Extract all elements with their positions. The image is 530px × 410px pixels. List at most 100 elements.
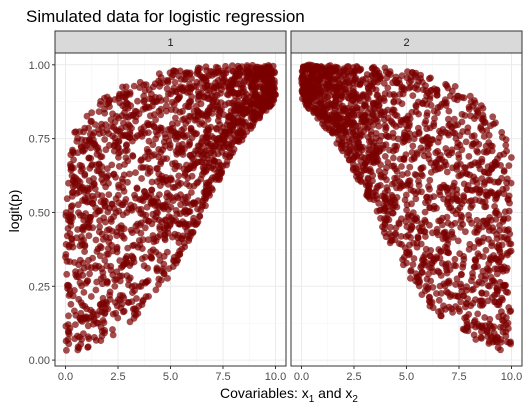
data-point [142, 193, 150, 201]
data-point [342, 141, 350, 149]
data-point [468, 219, 475, 227]
data-point [353, 152, 361, 160]
y-tick-label: 0.00 [29, 355, 50, 367]
data-point [462, 164, 469, 172]
data-point [133, 108, 140, 115]
data-point [498, 308, 505, 315]
data-point [504, 196, 512, 204]
data-point [69, 214, 77, 221]
data-point [387, 71, 394, 78]
data-point [250, 113, 258, 120]
data-point [121, 109, 128, 116]
data-point [396, 240, 403, 248]
data-point [118, 272, 126, 280]
data-point [406, 163, 414, 171]
data-point [187, 84, 195, 92]
data-point [145, 129, 152, 137]
data-point [144, 236, 152, 244]
data-point [88, 192, 96, 200]
data-point [470, 132, 478, 140]
data-point [481, 276, 489, 283]
data-point [192, 199, 199, 207]
data-point [88, 109, 96, 117]
x-tick-label: 7.5 [451, 371, 466, 383]
data-point [412, 190, 420, 198]
x-tick-label: 10.0 [501, 371, 522, 383]
data-point [87, 118, 95, 126]
data-point [399, 171, 406, 179]
data-point [137, 205, 145, 213]
data-point [76, 211, 84, 219]
data-point [99, 317, 107, 324]
data-point [130, 255, 137, 262]
data-point [390, 154, 397, 162]
data-point [451, 83, 459, 90]
data-point [96, 207, 104, 215]
data-point [98, 163, 106, 171]
data-point [184, 208, 192, 216]
data-point [154, 165, 161, 173]
data-point [401, 244, 409, 252]
data-point [441, 128, 449, 136]
data-point [190, 155, 197, 163]
data-point [181, 70, 189, 78]
data-point [414, 234, 422, 242]
data-point [124, 121, 132, 128]
data-point [370, 196, 378, 204]
data-point [161, 236, 169, 244]
y-axis-title: logit(p) [6, 190, 22, 233]
data-point [456, 132, 464, 140]
data-point [134, 97, 141, 105]
data-point [486, 315, 494, 323]
data-point [162, 96, 170, 104]
data-point [408, 200, 415, 208]
data-point [135, 283, 143, 290]
data-point [348, 125, 356, 133]
data-point [387, 223, 394, 231]
data-point [457, 217, 465, 225]
data-point [179, 218, 187, 226]
data-point [377, 173, 385, 181]
data-point [443, 168, 451, 176]
data-point [473, 224, 481, 232]
data-point [419, 147, 427, 155]
data-point [503, 267, 510, 274]
data-point [179, 151, 187, 158]
data-point [156, 182, 164, 190]
data-point [472, 336, 480, 343]
data-point [437, 290, 445, 297]
data-point [214, 64, 222, 72]
data-point [197, 206, 205, 214]
data-point [497, 162, 504, 169]
data-point [228, 76, 236, 84]
data-point [384, 106, 392, 114]
facet-strip-label: 2 [403, 37, 409, 49]
data-point [409, 261, 417, 268]
data-point [67, 151, 75, 159]
data-point [124, 244, 132, 252]
data-point [187, 98, 195, 106]
data-point [124, 178, 131, 186]
data-point [137, 125, 145, 133]
data-point [455, 305, 462, 313]
data-point [381, 189, 389, 197]
data-point [495, 313, 503, 321]
data-point [74, 201, 82, 209]
x-axis-sub2: 2 [352, 394, 358, 405]
data-point [478, 102, 485, 109]
data-point [335, 125, 343, 133]
data-point [448, 123, 456, 131]
data-point [490, 329, 498, 337]
data-point [80, 216, 88, 224]
data-point [235, 89, 243, 97]
data-point [84, 344, 92, 351]
data-point [392, 230, 399, 237]
data-point [95, 126, 102, 133]
data-point [457, 298, 465, 306]
data-point [488, 277, 496, 285]
data-point [381, 90, 389, 98]
data-point [339, 93, 346, 101]
data-point [426, 298, 434, 306]
data-point [475, 140, 483, 148]
data-point [113, 243, 121, 251]
